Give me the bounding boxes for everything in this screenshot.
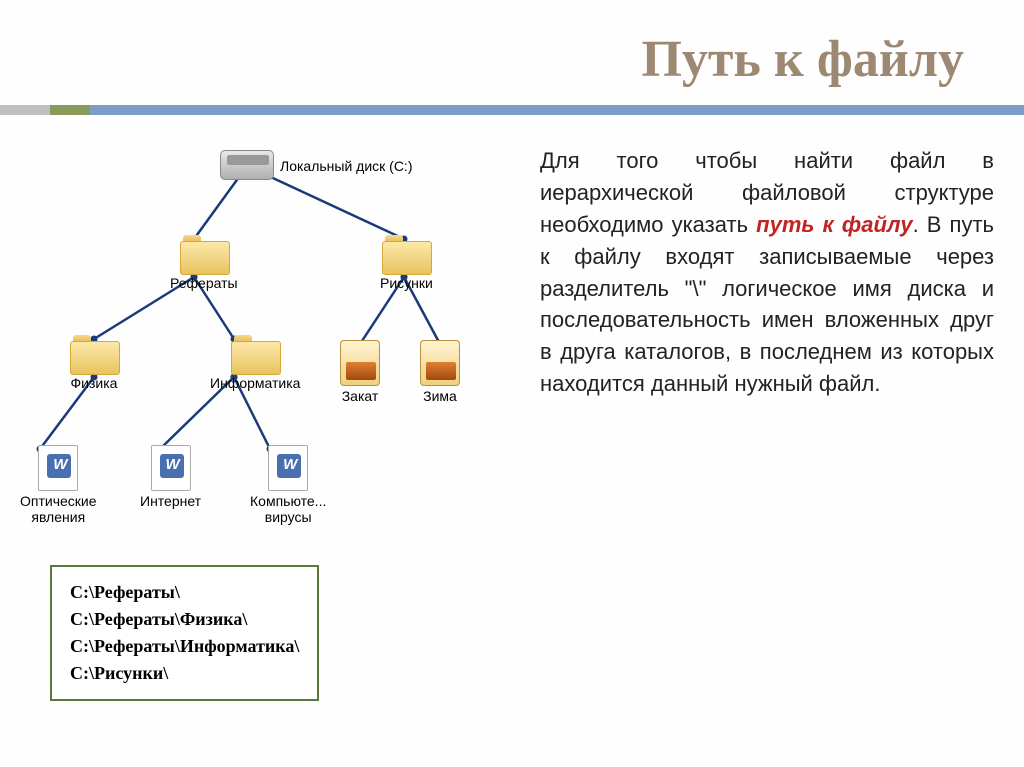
node-label: Информатика xyxy=(210,375,300,391)
folder-icon xyxy=(382,235,430,273)
document-icon xyxy=(151,445,191,491)
path-line: С:\Рефераты\ xyxy=(70,579,299,606)
bar-blue xyxy=(90,105,1024,115)
paths-box: С:\Рефераты\С:\Рефераты\Физика\С:\Рефера… xyxy=(50,565,319,701)
folder-icon xyxy=(180,235,228,273)
folder-icon xyxy=(70,335,118,373)
tree-diagram: С:\Рефераты\С:\Рефераты\Физика\С:\Рефера… xyxy=(0,135,530,755)
slide: Путь к файлу С:\Рефераты\С:\Рефераты\Физ… xyxy=(0,0,1024,767)
tree-node-net: Интернет xyxy=(140,445,201,509)
tree-node-pic: Рисунки xyxy=(380,235,433,291)
path-line: С:\Рефераты\Физика\ xyxy=(70,606,299,633)
document-icon xyxy=(268,445,308,491)
tree-node-phy: Физика xyxy=(70,335,118,391)
path-line: С:\Рисунки\ xyxy=(70,660,299,687)
tree-node-vir: Компьюте...вирусы xyxy=(250,445,326,525)
tree-node-root: Локальный диск (C:) xyxy=(220,150,274,180)
disk-icon xyxy=(220,150,274,180)
document-icon xyxy=(38,445,78,491)
tree-node-inf: Информатика xyxy=(210,335,300,391)
node-label: Оптическиеявления xyxy=(20,493,97,525)
folder-icon xyxy=(231,335,279,373)
bar-olive xyxy=(50,105,90,115)
content-area: С:\Рефераты\С:\Рефераты\Физика\С:\Рефера… xyxy=(0,135,1024,755)
node-label: Локальный диск (C:) xyxy=(280,158,413,174)
bar-gray xyxy=(0,105,50,115)
node-label: Физика xyxy=(70,375,118,391)
title-bar xyxy=(0,105,1024,115)
page-title: Путь к файлу xyxy=(40,30,984,89)
node-label: Закат xyxy=(340,388,380,404)
node-label: Рефераты xyxy=(170,275,238,291)
image-icon xyxy=(420,340,460,386)
node-label: Компьюте...вирусы xyxy=(250,493,326,525)
tree-node-opt: Оптическиеявления xyxy=(20,445,97,525)
tree-node-win: Зима xyxy=(420,340,460,404)
tree-node-ref: Рефераты xyxy=(170,235,238,291)
body-text: Для того чтобы найти файл в иерархическо… xyxy=(530,135,1024,755)
node-label: Рисунки xyxy=(380,275,433,291)
path-line: С:\Рефераты\Информатика\ xyxy=(70,633,299,660)
body-p1b: . В путь к файлу входят записываемые чер… xyxy=(540,212,994,396)
image-icon xyxy=(340,340,380,386)
tree-node-sun: Закат xyxy=(340,340,380,404)
body-highlight: путь к файлу xyxy=(756,212,912,237)
node-label: Зима xyxy=(420,388,460,404)
node-label: Интернет xyxy=(140,493,201,509)
